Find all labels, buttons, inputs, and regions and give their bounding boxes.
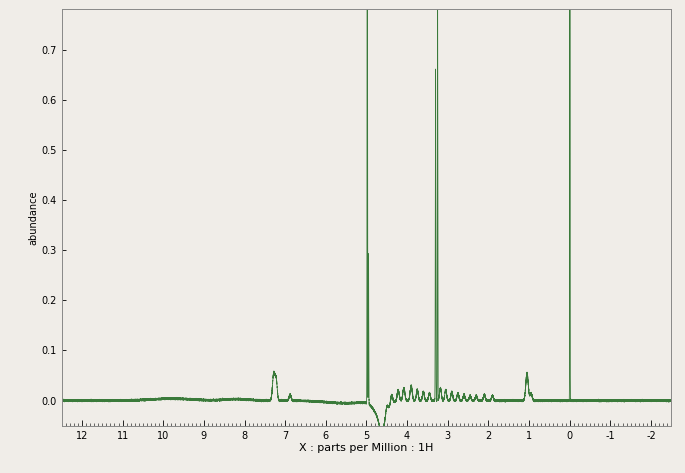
X-axis label: X : parts per Million : 1H: X : parts per Million : 1H: [299, 443, 434, 453]
Y-axis label: abundance: abundance: [29, 190, 38, 245]
